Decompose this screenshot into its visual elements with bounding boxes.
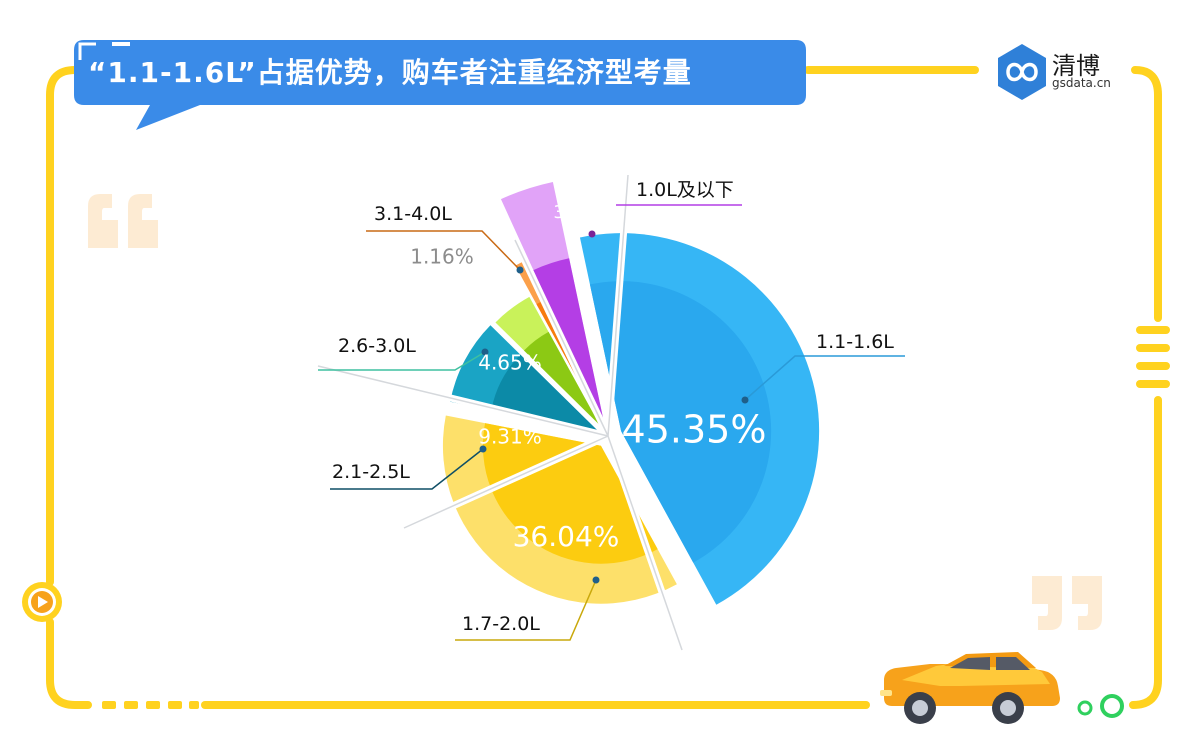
slice-gap-line — [514, 239, 609, 437]
leader-dot — [479, 445, 487, 453]
logo-icon — [998, 44, 1046, 100]
play-icon — [22, 582, 62, 622]
pie-slice-1.7-2.0L — [442, 415, 677, 604]
frame-right-lower — [1129, 396, 1162, 709]
frame-dashes-right — [1136, 326, 1170, 388]
leader-line — [744, 355, 905, 401]
logo-name: 清博 — [1052, 52, 1100, 80]
slice-label: 1.7-2.0L — [462, 613, 540, 635]
pie-slice-2.6-3.0L — [495, 296, 600, 425]
frame — [46, 66, 1162, 709]
quote-open-icon — [88, 194, 158, 248]
leader-dot — [588, 230, 596, 238]
title-bubble — [74, 40, 806, 130]
leader-line — [366, 230, 521, 271]
slice-value-label: 1.16% — [410, 245, 474, 269]
slice-gap-line — [317, 365, 609, 437]
quote-close-icon — [1032, 576, 1102, 630]
page-title: “1.1-1.6L”占据优势，购车者注重经济型考量 — [88, 56, 692, 89]
slice-inner — [482, 423, 658, 564]
leader-line — [318, 351, 486, 371]
slice-inner — [523, 331, 600, 425]
slice-gap-line — [607, 435, 683, 651]
pie-slice-1.1-1.6L — [579, 233, 820, 605]
slice-label: 2.6-3.0L — [338, 335, 416, 357]
frame-left-bottom — [46, 618, 92, 709]
slice-gap-line — [607, 174, 629, 437]
slice-label: 2.1-2.5L — [332, 461, 410, 483]
decor-circles — [1077, 694, 1124, 718]
leader-dot — [741, 396, 749, 404]
slice-label: 1.1-1.6L — [816, 331, 894, 353]
pie-chart: 1.1-1.6L 45.35% 1.7-2.0L 36.04% 2.1-2.5L 9.31… — [317, 174, 905, 652]
slice-value-label: 4.65% — [478, 351, 542, 375]
slice-value-label: 36.04% — [513, 520, 620, 553]
slice-gap-line — [403, 435, 609, 529]
slice-value-label: 9.31% — [478, 425, 542, 449]
car-icon — [880, 652, 1060, 724]
leader-dot — [516, 266, 524, 274]
leader-dot — [592, 576, 600, 584]
slice-value-label: 45.35% — [622, 408, 767, 452]
leader-line — [330, 448, 484, 490]
leader-line — [455, 579, 597, 641]
slice-label: 1.0L及以下 — [636, 179, 734, 201]
logo-url: gsdata.cn — [1052, 76, 1111, 90]
slice-value-label: 3.49% — [553, 202, 610, 223]
leader-dot — [481, 348, 489, 356]
frame-dashes-bottom — [102, 701, 199, 709]
frame-right-corner — [1131, 66, 1162, 322]
slice-inner — [589, 281, 772, 563]
slice-label: 3.1-4.0L — [374, 203, 452, 225]
